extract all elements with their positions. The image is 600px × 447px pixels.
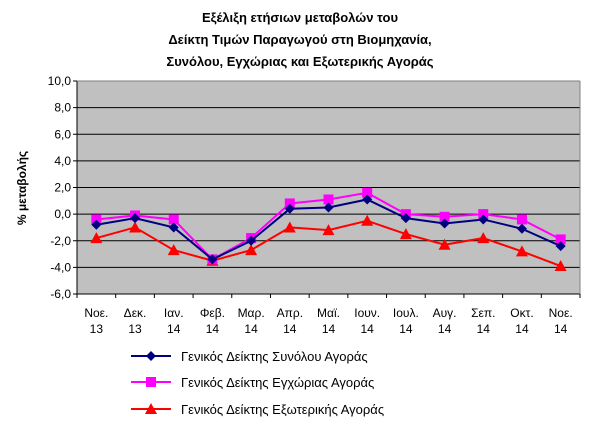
y-tick-labels: 10,0 8,0 6,0 4,0 2,0 0,0 -2,0 -4,0 -6,0	[48, 74, 72, 301]
data-point	[362, 194, 373, 205]
x-tick-label: Απρ.	[277, 306, 303, 320]
x-tick-label-year: 14	[322, 322, 336, 336]
series-triangle	[90, 214, 567, 272]
x-tick-label-year: 14	[515, 322, 529, 336]
legend-marker	[146, 377, 156, 387]
x-tick-label: Δεκ.	[124, 306, 147, 320]
x-tick-label: Φεβ.	[200, 306, 225, 320]
x-tick-label-year: 14	[399, 322, 413, 336]
legend-label: Γενικός Δείκτης Εγχώριας Αγοράς	[181, 375, 374, 390]
data-point	[555, 241, 566, 252]
x-tick-label: Οκτ.	[510, 306, 533, 320]
data-point	[554, 260, 567, 272]
data-point	[91, 214, 102, 225]
legend-marker	[146, 351, 156, 361]
data-point	[168, 222, 179, 233]
legend-marker	[145, 403, 157, 414]
data-point	[478, 209, 489, 220]
x-tick-label-year: 14	[206, 322, 220, 336]
legend: Γενικός Δείκτης Συνόλου Αγοράς Γενικός Δε…	[131, 349, 384, 417]
x-tick-label: Νοε.	[549, 306, 573, 320]
data-point	[283, 221, 296, 233]
x-tick-label: Ιαν.	[164, 306, 184, 320]
axes	[73, 80, 581, 298]
data-point	[90, 232, 103, 244]
data-point	[478, 214, 489, 225]
data-point	[245, 244, 258, 256]
data-point	[168, 214, 179, 225]
data-point	[207, 254, 218, 265]
legend-item: Γενικός Δείκτης Συνόλου Αγοράς	[131, 349, 368, 364]
x-tick-labels: Νοε. 13 Δεκ. 13 Ιαν. 14 Φεβ. 14 Μαρ. 14 Απρ. 14 Μαϊ.…	[84, 306, 572, 336]
x-tick-label-year: 14	[283, 322, 297, 336]
series-layer	[90, 187, 567, 272]
x-tick-label-year: 13	[90, 322, 104, 336]
legend-item: Γενικός Δείκτης Εγχώριας Αγοράς	[131, 375, 374, 390]
chart-title: Εξέλιξη ετήσιων μεταβολών του Δείκτη Τιμ…	[166, 10, 433, 69]
data-point	[362, 187, 373, 198]
x-tick-label: Ιουν.	[354, 306, 380, 320]
x-tick-label: Μαϊ.	[317, 306, 340, 320]
chart-title-line-2: Δείκτη Τιμών Παραγωγού στη Βιομηχανία,	[168, 32, 431, 47]
data-point	[167, 244, 180, 256]
data-point	[439, 211, 450, 222]
series-diamond	[91, 194, 566, 265]
x-tick-label-year: 14	[361, 322, 375, 336]
legend-label: Γενικός Δείκτης Εξωτερικής Αγοράς	[181, 402, 384, 417]
y-tick-label: -6,0	[50, 287, 71, 301]
x-tick-label-year: 14	[167, 322, 181, 336]
x-tick-label-year: 14	[554, 322, 568, 336]
data-point	[516, 214, 527, 225]
y-tick-label: 6,0	[54, 127, 71, 141]
x-tick-label-year: 14	[438, 322, 452, 336]
data-point	[361, 214, 374, 226]
y-tick-label: 2,0	[54, 181, 71, 195]
y-tick-label: -2,0	[50, 234, 71, 248]
chart-title-line-1: Εξέλιξη ετήσιων μεταβολών του	[202, 10, 398, 25]
x-tick-label-year: 13	[128, 322, 142, 336]
x-tick-label: Νοε.	[84, 306, 108, 320]
data-point	[284, 203, 295, 214]
data-point	[477, 232, 490, 244]
x-tick-label: Αυγ.	[433, 306, 457, 320]
data-point	[323, 194, 334, 205]
data-point	[284, 198, 295, 209]
data-point	[246, 235, 257, 246]
y-tick-label: 0,0	[54, 207, 71, 221]
y-tick-label: 4,0	[54, 154, 71, 168]
data-point	[91, 219, 102, 230]
x-tick-label-year: 14	[477, 322, 491, 336]
y-tick-label: 8,0	[54, 101, 71, 115]
legend-label: Γενικός Δείκτης Συνόλου Αγοράς	[181, 349, 368, 364]
data-point	[438, 238, 451, 250]
data-point	[516, 223, 527, 234]
y-axis-label: % μεταβολής	[15, 151, 29, 225]
data-point	[130, 213, 141, 224]
data-point	[129, 221, 142, 233]
data-point	[439, 218, 450, 229]
y-tick-label: 10,0	[48, 74, 72, 88]
y-tick-label: -4,0	[50, 260, 71, 274]
data-point	[399, 228, 412, 240]
x-tick-label: Ιουλ.	[393, 306, 419, 320]
data-point	[515, 245, 528, 257]
chart-title-line-3: Συνόλου, Εγχώριας και Εξωτερικής Αγοράς	[166, 54, 433, 69]
data-point	[400, 213, 411, 224]
data-point	[555, 234, 566, 245]
x-tick-label: Μαρ.	[238, 306, 265, 320]
data-point	[323, 202, 334, 213]
data-point	[322, 224, 335, 236]
x-tick-label: Σεπ.	[471, 306, 495, 320]
legend-item: Γενικός Δείκτης Εξωτερικής Αγοράς	[131, 402, 384, 417]
x-tick-label-year: 14	[244, 322, 258, 336]
